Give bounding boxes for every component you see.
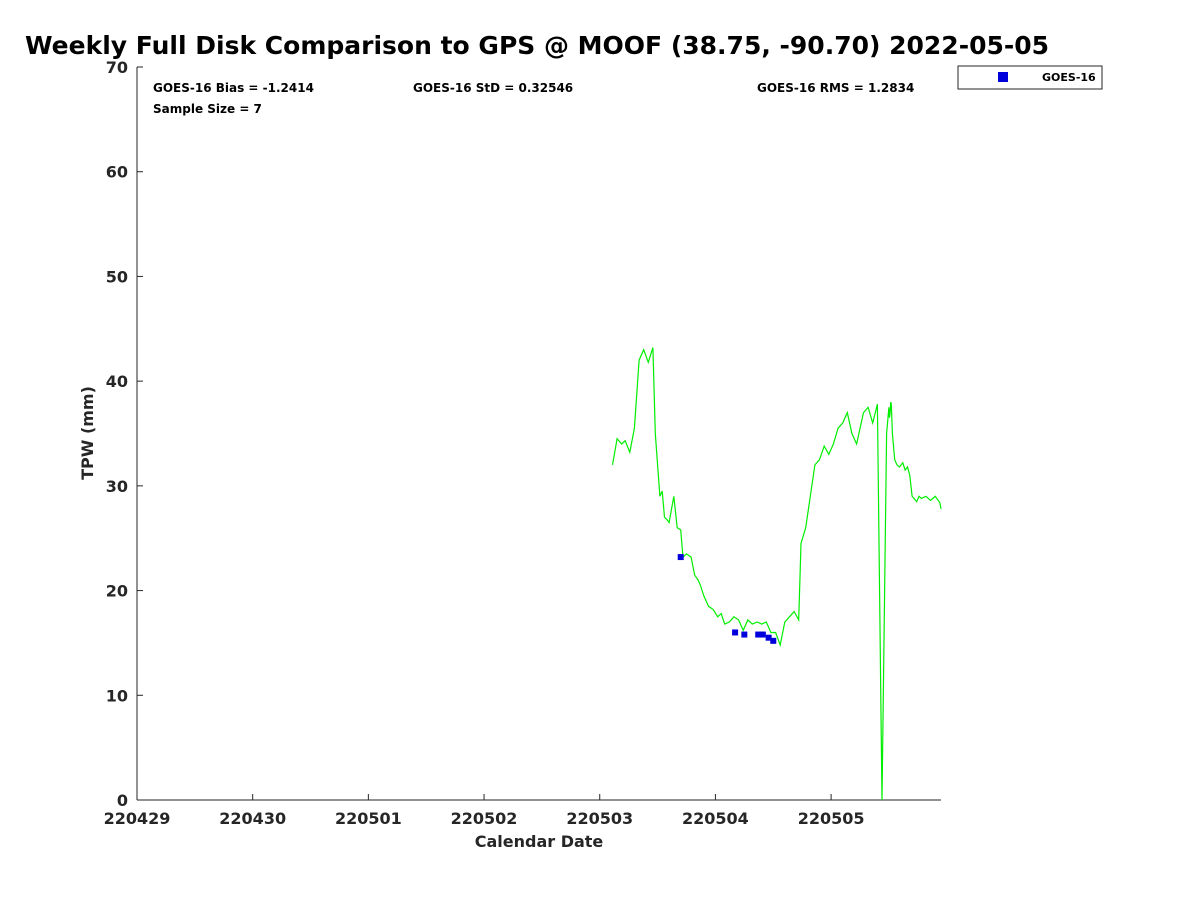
stat-bias: GOES-16 Bias = -1.2414: [153, 81, 314, 95]
series-layer: [611, 347, 942, 801]
plot-area: [136, 67, 941, 801]
data-point-goes16: [770, 637, 777, 644]
x-tick-label: 220503: [566, 809, 633, 828]
y-tick-label: 60: [106, 163, 128, 182]
data-point-goes16: [759, 631, 766, 638]
stat-sample-size: Sample Size = 7: [153, 102, 262, 116]
y-tick-label: 10: [106, 686, 128, 705]
legend-label-goes16: GOES-16: [1042, 71, 1096, 84]
series-line-gps: [611, 347, 942, 801]
data-point-goes16: [741, 631, 748, 638]
x-axis-ticks: 220429 220430 220501 220502 220503 220504 2205…: [104, 794, 865, 828]
chart-title: Weekly Full Disk Comparison to GPS @ MOO…: [25, 31, 1049, 60]
data-point-goes16: [755, 631, 762, 638]
x-tick-label: 220505: [798, 809, 865, 828]
legend-box: [957, 65, 1103, 90]
y-tick-label: 70: [106, 58, 128, 77]
y-axis-label: TPW (mm): [78, 386, 97, 480]
stat-rms: GOES-16 RMS = 1.2834: [757, 81, 914, 95]
x-tick-label: 220504: [682, 809, 749, 828]
x-axis-label: Calendar Date: [475, 832, 604, 851]
y-axis-ticks: 0 10 20 30 40 50 60 70: [106, 58, 143, 810]
legend-marker-goes16: [998, 72, 1008, 82]
data-point-goes16: [677, 554, 684, 561]
y-tick-label: 30: [106, 477, 128, 496]
stat-std: GOES-16 StD = 0.32546: [413, 81, 573, 95]
data-point-goes16: [732, 629, 739, 636]
x-tick-label: 220430: [219, 809, 286, 828]
y-tick-label: 50: [106, 267, 128, 286]
x-tick-label: 220429: [104, 809, 171, 828]
legend: GOES-16: [957, 65, 1103, 90]
data-point-goes16: [765, 634, 772, 641]
x-tick-label: 220501: [335, 809, 402, 828]
y-tick-label: 0: [117, 791, 128, 810]
y-tick-label: 20: [106, 582, 128, 601]
y-tick-label: 40: [106, 372, 128, 391]
x-tick-label: 220502: [451, 809, 518, 828]
